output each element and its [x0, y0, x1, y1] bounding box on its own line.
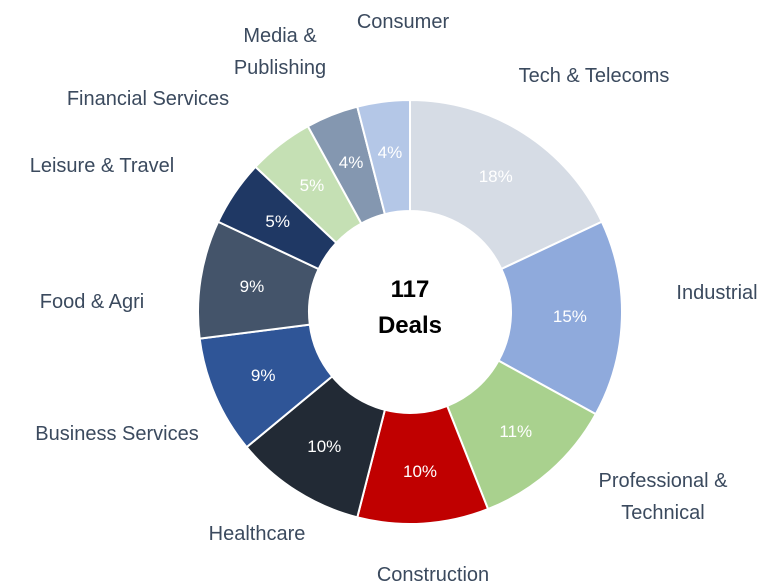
category-label: Leisure & Travel: [29, 155, 175, 177]
value-label: 9%: [250, 365, 276, 385]
category-label: Healthcare: [208, 523, 306, 545]
value-label: 18%: [478, 166, 513, 186]
category-label: Financial Services: [66, 88, 230, 110]
value-label: 10%: [307, 437, 342, 457]
category-label: Media & Publishing: [233, 25, 327, 79]
donut-segment: [356, 98, 411, 216]
category-label: Consumer: [356, 11, 450, 33]
value-label: 15%: [552, 307, 587, 327]
donut-segment: [497, 220, 623, 416]
value-label: 10%: [403, 461, 438, 481]
donut-segment: [409, 98, 604, 271]
category-label: Tech & Telecoms: [518, 65, 670, 87]
category-label: Construction: [376, 564, 490, 585]
value-label: 5%: [299, 175, 325, 195]
category-label: Professional & Technical: [598, 470, 728, 524]
category-label: Food & Agri: [39, 291, 145, 313]
value-label: 5%: [265, 212, 290, 232]
value-label: 4%: [338, 153, 364, 173]
value-label: 4%: [377, 143, 403, 163]
category-label: Business Services: [35, 423, 199, 445]
category-label: Industrial: [676, 282, 758, 304]
value-label: 11%: [499, 422, 533, 442]
value-label: 9%: [239, 276, 265, 296]
center-label: 117 Deals: [377, 276, 443, 339]
